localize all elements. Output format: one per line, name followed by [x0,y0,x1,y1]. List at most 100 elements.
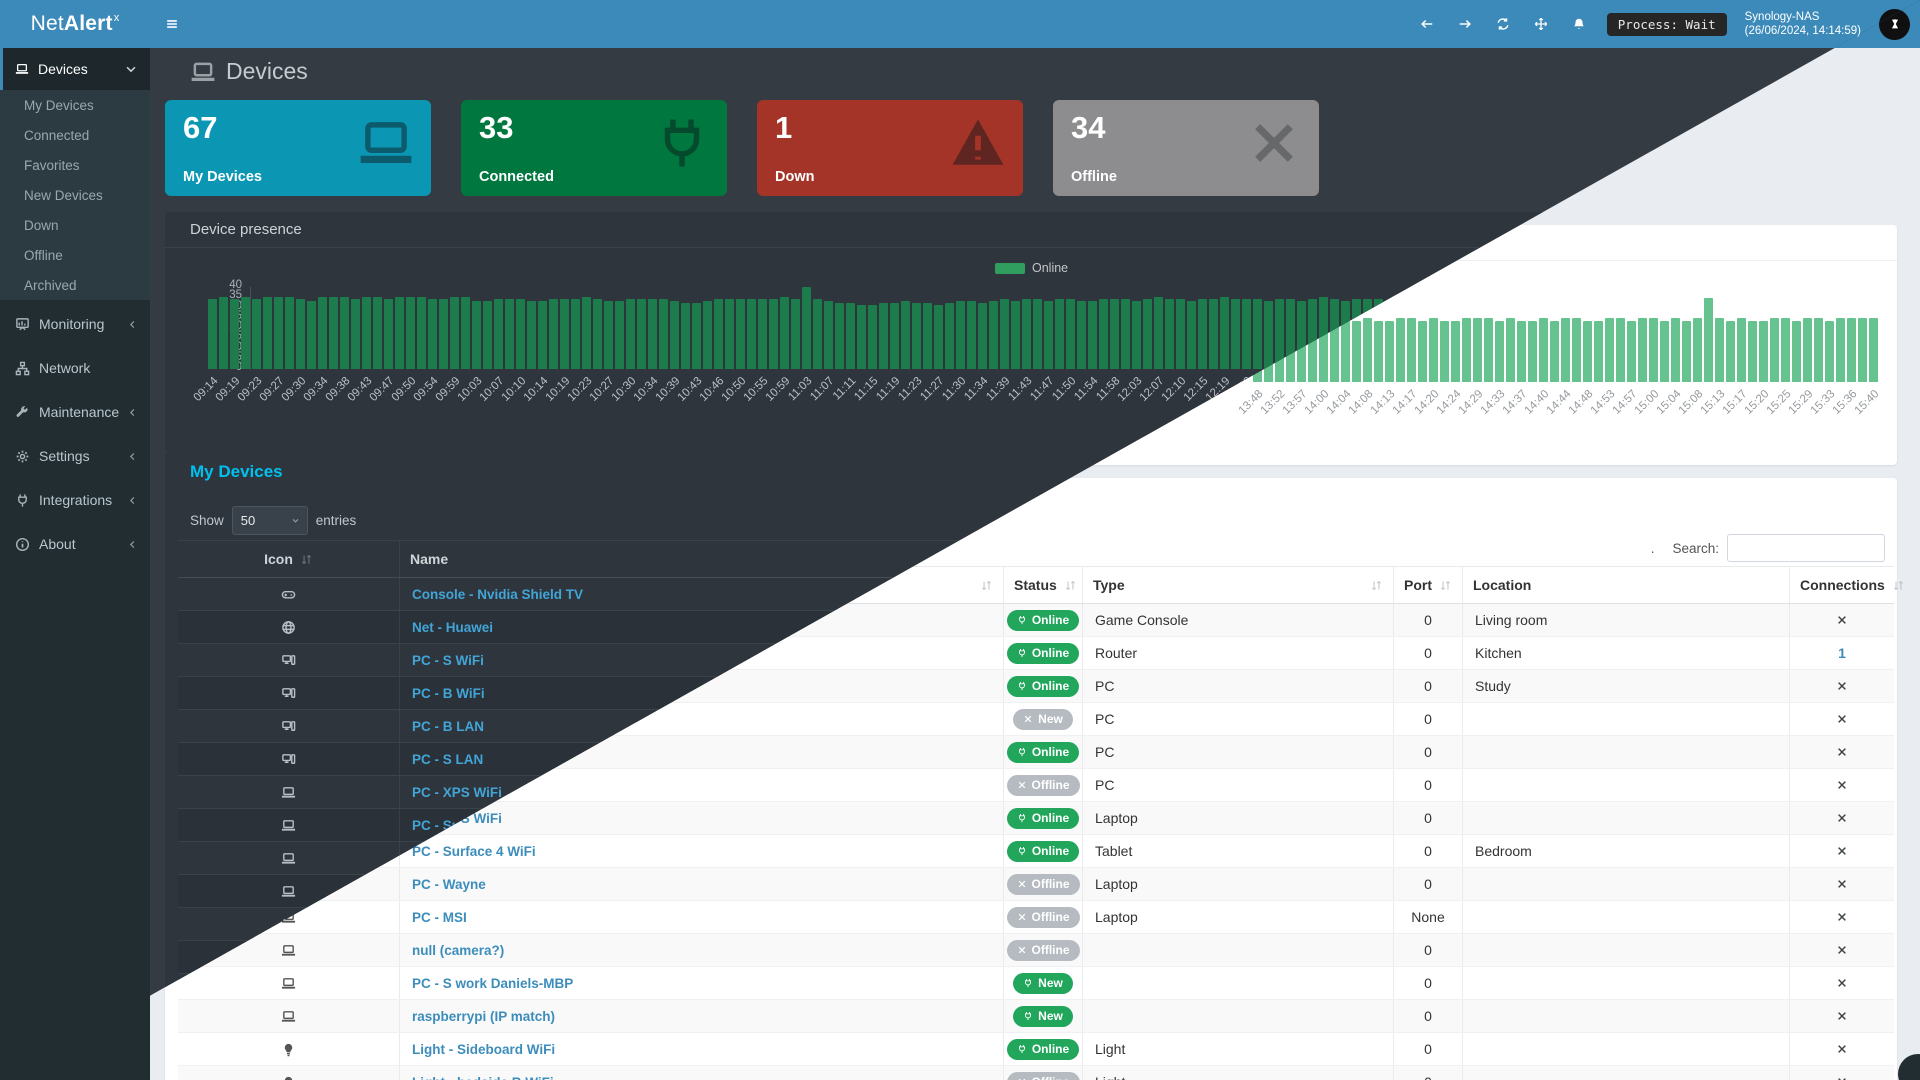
refresh-icon[interactable] [1493,14,1513,34]
scroll-top-button[interactable] [1898,1054,1920,1080]
presence-bar [1352,320,1361,382]
sidebar-subitem-my-devices[interactable]: My Devices [24,97,94,113]
device-name-link[interactable]: PC - XPS WiFi [412,784,502,800]
status-badge-offline: Offline [1006,906,1080,928]
presence-bar [1803,318,1812,382]
presence-bar [307,301,316,369]
sidebar-item-label: Settings [39,448,90,464]
stat-cards: 67 My Devices 33 Connected 1 Down 34 Offline [165,100,1319,196]
move-icon[interactable] [1531,14,1551,34]
presence-bar [505,299,514,369]
sidebar-item-network[interactable]: Network [0,346,150,390]
presence-bar [1792,320,1801,382]
plug-icon [1023,978,1033,988]
sidebar-subitem-offline[interactable]: Offline [24,247,63,263]
column-header-icon[interactable]: Icon [178,541,400,577]
presence-bar [791,299,800,369]
no-connection-x-icon [1836,779,1848,791]
device-location [1463,868,1790,900]
device-port: 0 [1394,769,1463,801]
sidebar-item-monitoring[interactable]: Monitoring [0,302,150,346]
column-header-location[interactable]: Location [1463,567,1790,603]
device-name-link[interactable]: PC - S work Daniels-MBP [412,975,574,991]
stat-card-my-devices[interactable]: 67 My Devices [165,100,431,196]
search-input[interactable] [1727,534,1885,562]
presence-bar [1253,299,1262,369]
status-badge-offline: Offline [1006,939,1080,961]
device-location [1463,901,1790,933]
sort-icon [1892,579,1905,592]
presence-bar [593,299,602,369]
presence-bar [1726,320,1735,382]
arrow-right-icon[interactable] [1455,14,1475,34]
sidebar-item-maintenance[interactable]: Maintenance [0,390,150,434]
stat-card-down[interactable]: 1 Down [757,100,1023,196]
page-size-value: 50 [240,513,256,528]
sidebar-subitem-favorites[interactable]: Favorites [24,157,80,173]
device-name-link[interactable]: Console - Nvidia Shield TV [412,586,584,602]
sidebar-item-integrations[interactable]: Integrations [0,478,150,522]
brand-bold: Alert [63,12,113,35]
sort-icon [1370,579,1383,592]
no-connection-x-icon [1836,1076,1848,1080]
device-name-link[interactable]: PC - MSI [412,909,467,925]
presence-bar [384,299,393,369]
presence-bar [923,303,932,369]
laptop-icon [281,851,296,866]
column-header-type[interactable]: Type [1083,567,1394,603]
presence-bar [1660,320,1669,382]
x-icon [1245,114,1303,172]
device-name-link[interactable]: null (camera?) [412,942,505,958]
device-name-link[interactable]: PC - Surface 4 WiFi [412,843,536,859]
sidebar-item-about[interactable]: About [0,522,150,566]
x-icon [1023,714,1033,724]
device-name-link[interactable]: raspberrypi (IP match) [412,1008,556,1024]
device-name-link[interactable]: PC - Wayne [412,876,486,892]
device-type: Router [1083,637,1394,669]
presence-bar [626,299,635,369]
arrow-left-icon[interactable] [1417,14,1437,34]
wrench-icon [13,405,31,420]
presence-bar [1308,324,1317,382]
connections-count-link[interactable]: 1 [1838,645,1846,661]
device-name-link[interactable]: PC - B WiFi [412,685,485,701]
presence-bar [879,303,888,369]
column-header-status[interactable]: Status [1004,567,1083,603]
stat-card-connected[interactable]: 33 Connected [461,100,727,196]
sidebar-subitem-new-devices[interactable]: New Devices [24,187,103,203]
plug-icon [1017,846,1027,856]
presence-bar [1308,299,1317,369]
sort-icon [980,579,993,592]
table-row: null (camera?) Offline 0 [178,934,1894,967]
laptop-icon [15,62,29,76]
column-header-port[interactable]: Port [1394,567,1463,603]
status-badge-new: New [1013,1005,1073,1027]
presence-bar [747,299,756,369]
page-size-select[interactable]: 50 [231,506,308,535]
presence-bar [1088,301,1097,369]
device-location: Living room [1463,604,1790,636]
device-port: 0 [1394,1033,1463,1065]
device-name-link[interactable]: Light - bedside B WiFi [412,1075,554,1080]
device-port: 0 [1394,868,1463,900]
presence-bar [560,299,569,369]
sidebar-subitem-connected[interactable]: Connected [24,127,90,143]
stat-card-offline[interactable]: 34 Offline [1053,100,1319,196]
sidebar-subitem-archived[interactable]: Archived [24,277,77,293]
device-location [1463,934,1790,966]
device-name-link[interactable]: Net - Huawei [412,619,494,635]
presence-bar [681,303,690,369]
device-type: Laptop [1083,868,1394,900]
sidebar-item-settings[interactable]: Settings [0,434,150,478]
bell-icon[interactable] [1569,14,1589,34]
device-name-link[interactable]: PC - B LAN [412,718,484,734]
device-name-link[interactable]: PC - S WiFi [412,652,484,668]
sidebar-subitem-down[interactable]: Down [24,217,59,233]
sidebar-item-devices[interactable]: Devices [0,48,150,90]
presence-bar [1440,320,1449,382]
hamburger-icon[interactable] [150,0,194,48]
device-name-link[interactable]: PC - S LAN [412,751,484,767]
device-name-link[interactable]: Light - Sideboard WiFi [412,1041,556,1057]
column-header-connections[interactable]: Connections [1790,567,1903,603]
